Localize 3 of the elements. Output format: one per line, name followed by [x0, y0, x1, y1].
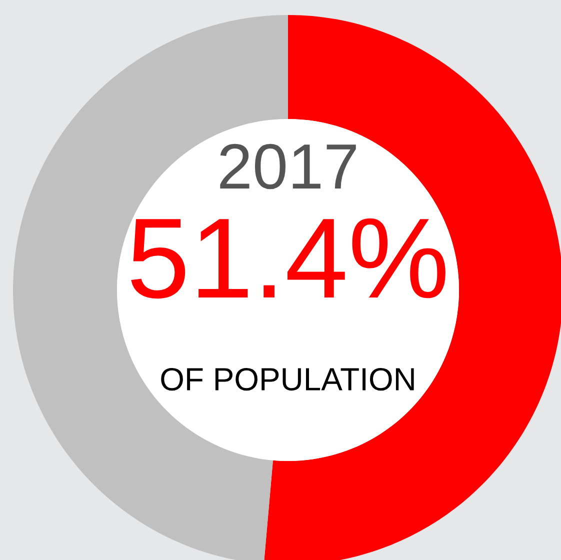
text: 2017: [220, 144, 356, 190]
data-label: 51.4%: [131, 218, 446, 299]
text: OF POPULATION: [161, 368, 414, 391]
